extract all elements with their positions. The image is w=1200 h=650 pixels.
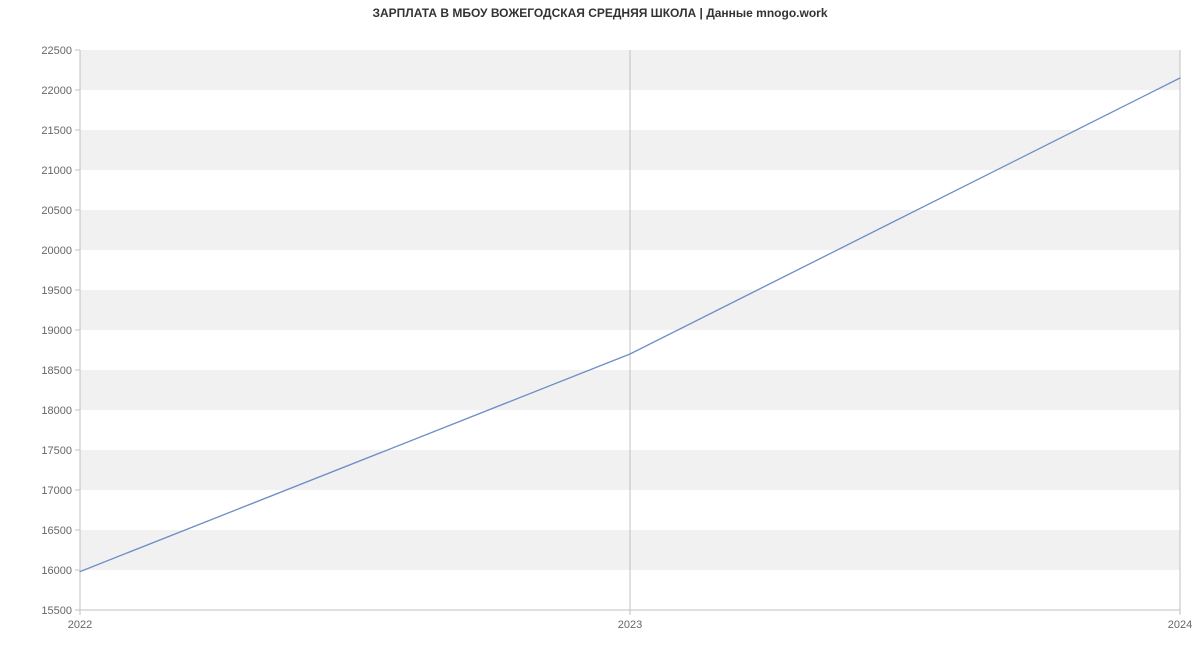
x-tick-label: 2023 [618, 619, 642, 631]
y-tick-label: 19000 [41, 325, 72, 337]
y-tick-label: 19500 [41, 285, 72, 297]
y-tick-label: 17000 [41, 485, 72, 497]
y-tick-label: 18500 [41, 365, 72, 377]
y-tick-label: 17500 [41, 445, 72, 457]
x-tick-label: 2022 [68, 619, 92, 631]
y-tick-label: 20500 [41, 205, 72, 217]
y-tick-label: 16500 [41, 525, 72, 537]
y-tick-label: 20000 [41, 245, 72, 257]
chart-svg: 15500 16000 16500 17000 17500 18000 18500 19000… [0, 0, 1200, 650]
y-tick-label: 21000 [41, 165, 72, 177]
y-tick-label: 22500 [41, 45, 72, 57]
y-tick-label: 16000 [41, 565, 72, 577]
line-chart: ЗАРПЛАТА В МБОУ ВОЖЕГОДСКАЯ СРЕДНЯЯ ШКОЛ… [0, 0, 1200, 650]
y-tick-label: 21500 [41, 125, 72, 137]
y-tick-label: 22000 [41, 85, 72, 97]
chart-title: ЗАРПЛАТА В МБОУ ВОЖЕГОДСКАЯ СРЕДНЯЯ ШКОЛ… [0, 6, 1200, 20]
y-tick-label: 15500 [41, 605, 72, 617]
y-tick-label: 18000 [41, 405, 72, 417]
x-tick-label: 2024 [1168, 619, 1192, 631]
